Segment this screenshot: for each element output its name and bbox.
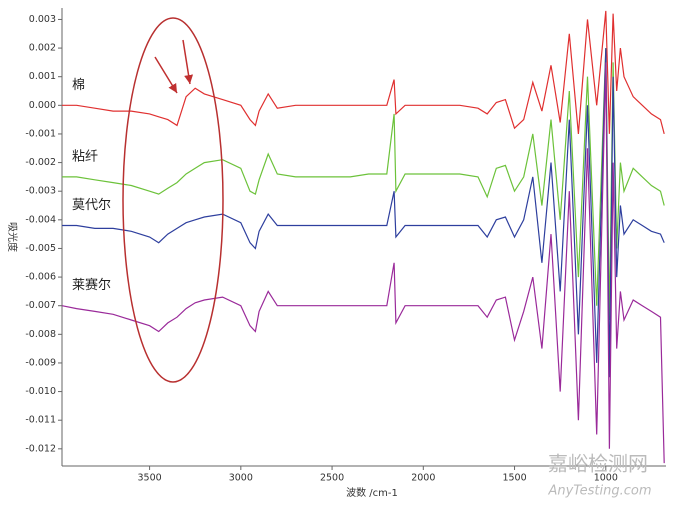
x-tick-label: 1000	[594, 473, 618, 484]
x-tick-label: 1500	[502, 473, 526, 484]
series-label: 粘纤	[72, 149, 98, 164]
x-tick-label: 3000	[229, 473, 253, 484]
series-line	[61, 62, 665, 464]
highlight-ellipse	[122, 17, 224, 383]
y-tick-label: -0.012	[25, 443, 56, 454]
series-label: 莱赛尔	[72, 277, 111, 293]
y-tick-label: -0.002	[25, 157, 56, 168]
y-tick-label: 0.003	[29, 14, 56, 25]
y-tick-label: -0.004	[25, 214, 56, 225]
watermark-url: AnyTesting.com	[547, 484, 651, 499]
watermark-title: 嘉峪检测网	[548, 452, 648, 476]
y-tick-label: 0.000	[29, 100, 56, 111]
y-tick-label: 0.001	[29, 71, 56, 82]
arrow	[182, 39, 194, 85]
y-tick-label: -0.005	[25, 243, 56, 254]
y-tick-label: -0.008	[25, 329, 56, 340]
y-tick-label: -0.010	[25, 386, 56, 397]
y-tick-label: -0.001	[25, 128, 56, 139]
y-tick-label: -0.009	[25, 357, 56, 368]
y-tick-label: -0.007	[25, 300, 56, 311]
series-line	[62, 10, 665, 135]
y-axis-label: 吸光度	[6, 222, 19, 252]
x-tick-label: 2000	[411, 473, 435, 484]
x-axis-label: 波数 /cm-1	[346, 486, 398, 499]
plot-area: 0.003 0.002 0.001 0.000 -0.001 -0.002 -0.003 -0…	[25, 10, 665, 484]
y-tick-label: -0.003	[25, 186, 56, 197]
x-tick-label: 3500	[137, 473, 161, 484]
y-tick-label: 0.002	[29, 43, 56, 54]
y-tick-label: -0.006	[25, 272, 56, 283]
arrow	[154, 56, 178, 94]
series-label: 莫代尔	[72, 198, 111, 213]
y-tick-label: -0.011	[25, 415, 56, 426]
series-label: 棉	[72, 78, 85, 93]
x-tick-label: 2500	[320, 473, 344, 484]
